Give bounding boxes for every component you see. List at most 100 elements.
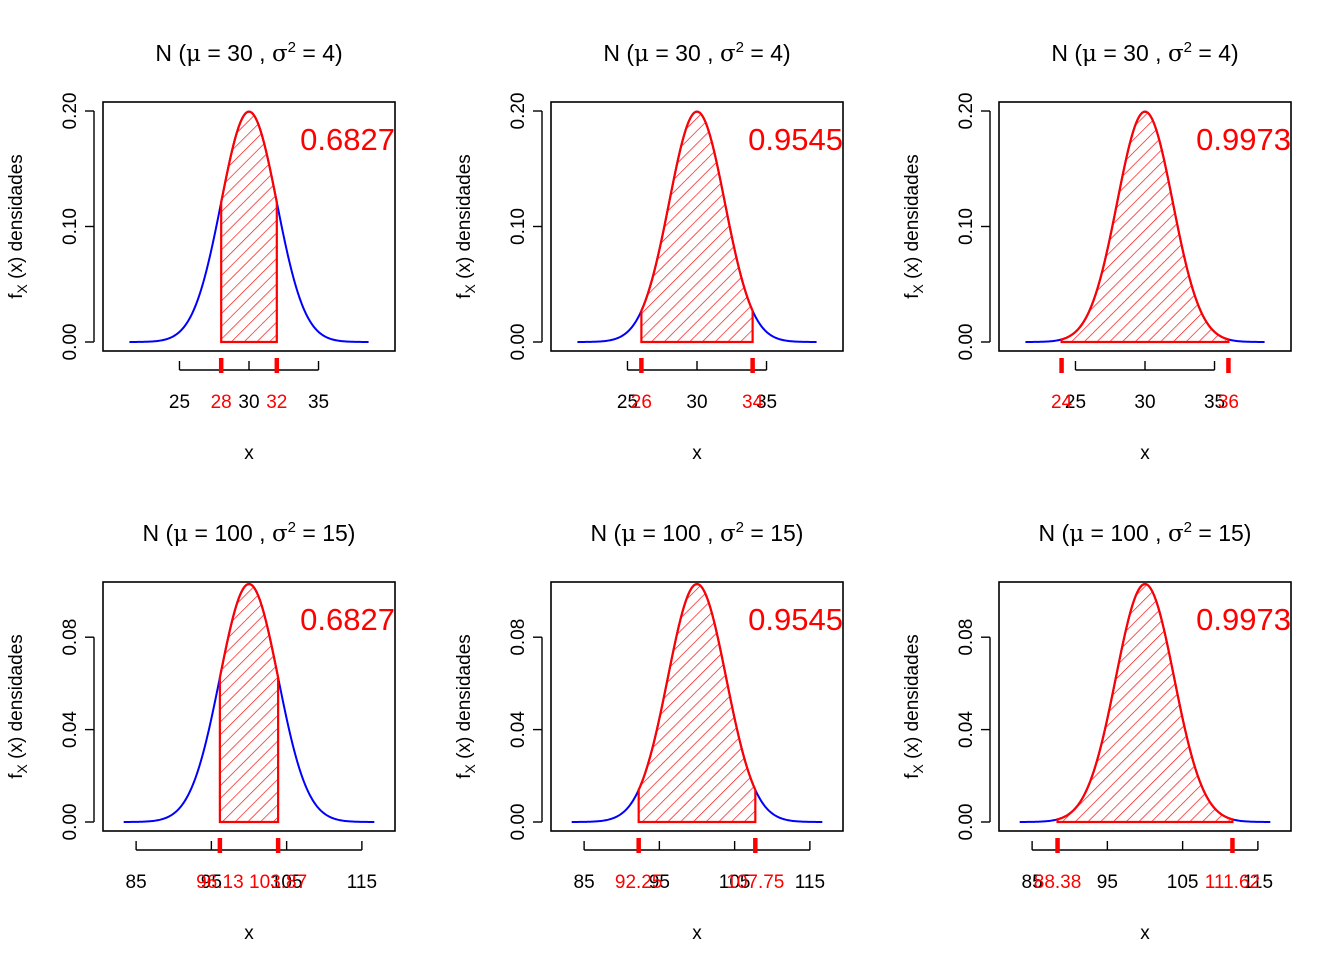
x-tick-label: 115	[1243, 872, 1273, 893]
x-tick-label: 35	[756, 392, 777, 413]
y-label-subscript: X	[462, 283, 478, 293]
probability-label: 0.9545	[748, 602, 843, 637]
shaded-region	[218, 582, 280, 824]
x-axis-label: x	[1140, 443, 1150, 464]
y-label-subscript: X	[910, 763, 926, 773]
y-tick-label: 0.00	[956, 804, 977, 841]
x-tick-label: 115	[347, 872, 377, 893]
y-label-f: f	[6, 293, 27, 299]
x-axis-label: x	[244, 923, 254, 944]
title-superscript: 2	[288, 39, 296, 56]
chart-panel-4: N (μ = 100 , σ2 = 15) 85 95 105 115 96.13 103.…	[6, 519, 396, 944]
y-tick-label: 0.00	[508, 324, 529, 361]
y-label-rest: (x) densidades	[902, 154, 923, 284]
x-tick-label: 95	[1097, 872, 1118, 893]
shade-bound-label: 34	[742, 392, 764, 413]
title-prefix: N (	[591, 520, 622, 546]
y-tick-label: 0.00	[60, 804, 81, 841]
y-axis-label: fX (x) densidades	[902, 154, 926, 299]
y-axis-label: fX (x) densidades	[6, 154, 30, 299]
plot-frame	[102, 101, 396, 352]
shade-bound-label: 111.62	[1205, 872, 1260, 893]
x-tick-label: 35	[1204, 392, 1225, 413]
shade-bound-label: 28	[211, 392, 232, 413]
x-tick-label: 85	[126, 872, 147, 893]
title-superscript: 2	[1184, 39, 1192, 56]
title-mid: = 100 ,	[636, 520, 720, 546]
title-superscript: 2	[736, 519, 744, 536]
shade-bound-label: 26	[631, 392, 652, 413]
title-prefix: N (	[143, 520, 174, 546]
x-tick-label: 30	[238, 392, 259, 413]
y-tick-label: 0.10	[508, 208, 529, 245]
title-mu: μ	[173, 521, 188, 547]
x-tick-label: 105	[271, 872, 303, 893]
title-mu: μ	[634, 41, 649, 67]
y-tick-label: 0.20	[956, 93, 977, 130]
x-axis-label: x	[244, 443, 254, 464]
y-tick-label: 0.10	[60, 208, 81, 245]
title-sigma: σ	[1168, 41, 1184, 67]
title-mid: = 30 ,	[201, 40, 272, 66]
chart-panel-1: N (μ = 30 , σ2 = 4) 25 30 35 28 32 x 0.00 0.10 0.…	[6, 39, 396, 464]
x-tick-label: 85	[1022, 872, 1043, 893]
y-tick-label: 0.00	[60, 324, 81, 361]
y-tick-label: 0.04	[508, 711, 529, 748]
y-tick-label: 0.20	[508, 93, 529, 130]
x-axis-label: x	[692, 923, 702, 944]
title-superscript: 2	[288, 519, 296, 536]
shade-bound-label: 107.75	[726, 872, 784, 893]
shaded-region	[1056, 582, 1234, 824]
plot-frame	[998, 581, 1292, 832]
x-tick-label: 105	[1167, 872, 1199, 893]
chart-title: N (μ = 100 , σ2 = 15)	[591, 519, 804, 547]
title-mid: = 30 ,	[1097, 40, 1168, 66]
plot-frame	[998, 101, 1292, 352]
chart-panel-6: N (μ = 100 , σ2 = 15) 85 95 105 115 88.38 111.…	[902, 519, 1292, 944]
plot-frame	[102, 581, 396, 832]
shaded-region	[1060, 110, 1230, 344]
x-axis-label: x	[692, 443, 702, 464]
y-label-subscript: X	[910, 283, 926, 293]
chart-panel-5: N (μ = 100 , σ2 = 15) 85 95 105 115 92.25 107.…	[454, 519, 844, 944]
x-tick-label: 30	[1134, 392, 1155, 413]
x-tick-label: 25	[169, 392, 190, 413]
y-label-f: f	[6, 773, 27, 779]
title-sigma: σ	[720, 41, 736, 67]
y-label-rest: (x) densidades	[6, 154, 27, 284]
probability-label: 0.9545	[748, 122, 843, 157]
plot-frame	[550, 581, 844, 832]
probability-label: 0.9973	[1196, 122, 1291, 157]
y-tick-label: 0.04	[60, 711, 81, 748]
title-prefix: N (	[1051, 40, 1082, 66]
y-axis-label: fX (x) densidades	[454, 154, 478, 299]
x-tick-label: 95	[201, 872, 222, 893]
y-label-subscript: X	[462, 763, 478, 773]
title-suffix: = 4)	[744, 40, 791, 66]
y-axis-label: fX (x) densidades	[454, 634, 478, 779]
probability-label: 0.6827	[300, 602, 395, 637]
y-label-rest: (x) densidades	[6, 634, 27, 764]
title-prefix: N (	[1039, 520, 1070, 546]
shade-bound-label: 36	[1218, 392, 1239, 413]
title-mid: = 100 ,	[188, 520, 272, 546]
title-suffix: = 4)	[296, 40, 343, 66]
y-label-rest: (x) densidades	[454, 154, 475, 284]
y-tick-label: 0.10	[956, 208, 977, 245]
shaded-region	[640, 110, 754, 344]
title-prefix: N (	[603, 40, 634, 66]
y-tick-label: 0.08	[60, 619, 81, 656]
chart-title: N (μ = 30 , σ2 = 4)	[155, 39, 342, 67]
x-tick-label: 115	[795, 872, 825, 893]
shade-bound-label: 88.38	[1034, 872, 1082, 893]
y-label-subscript: X	[14, 283, 30, 293]
x-tick-label: 25	[1065, 392, 1086, 413]
title-suffix: = 15)	[296, 520, 355, 546]
y-tick-label: 0.04	[956, 711, 977, 748]
shade-bound-label: 32	[266, 392, 287, 413]
title-suffix: = 15)	[1192, 520, 1251, 546]
shade-bound-label: 103.87	[249, 872, 307, 893]
title-sigma: σ	[272, 41, 288, 67]
y-label-rest: (x) densidades	[454, 634, 475, 764]
title-superscript: 2	[736, 39, 744, 56]
